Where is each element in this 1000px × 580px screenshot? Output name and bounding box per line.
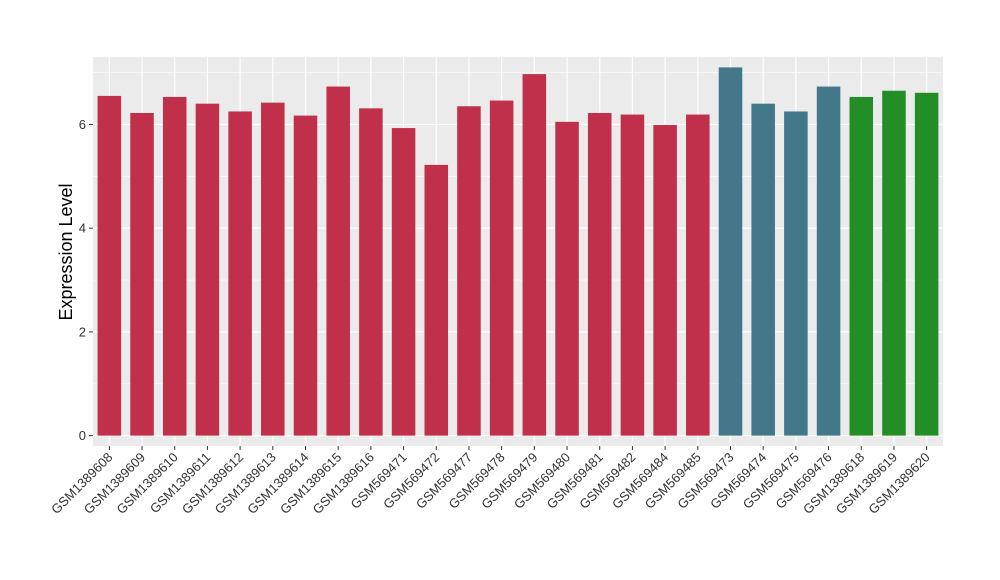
bar-GSM569472 bbox=[424, 164, 449, 436]
bar-GSM1389620 bbox=[914, 92, 939, 436]
bar-GSM1389616 bbox=[359, 108, 383, 436]
bar-GSM569478 bbox=[489, 100, 514, 436]
bar-GSM569479 bbox=[522, 74, 547, 436]
bar-GSM1389615 bbox=[326, 86, 350, 436]
bar-GSM569475 bbox=[784, 111, 808, 436]
bar-GSM1389611 bbox=[195, 103, 220, 436]
bar-GSM1389608 bbox=[97, 95, 122, 436]
bar-GSM569474 bbox=[751, 103, 775, 436]
bar-GSM569484 bbox=[653, 124, 677, 436]
bar-GSM1389610 bbox=[162, 96, 187, 436]
bar-GSM569477 bbox=[457, 106, 481, 436]
y-axis: 0 2 4 6 bbox=[79, 117, 93, 443]
bar-GSM1389614 bbox=[293, 115, 318, 436]
bar-GSM1389612 bbox=[228, 111, 252, 436]
bar-GSM569471 bbox=[391, 128, 416, 436]
y-tick-label: 2 bbox=[79, 324, 86, 339]
bar-GSM569485 bbox=[686, 114, 710, 436]
y-tick-label: 6 bbox=[79, 117, 86, 132]
bar-GSM569473 bbox=[718, 67, 743, 436]
bar-GSM569480 bbox=[555, 121, 579, 436]
bar-GSM1389619 bbox=[882, 90, 906, 436]
bar-GSM569481 bbox=[587, 113, 612, 436]
bar-GSM569482 bbox=[620, 114, 645, 436]
bars bbox=[97, 67, 939, 436]
y-tick-label: 4 bbox=[79, 221, 86, 236]
bar-GSM1389618 bbox=[849, 96, 874, 436]
bar-GSM1389609 bbox=[130, 113, 154, 436]
y-tick-label: 0 bbox=[79, 428, 86, 443]
plot-panel bbox=[93, 57, 943, 446]
bar-GSM569476 bbox=[816, 86, 841, 436]
x-axis: GSM1389608GSM1389609GSM1389610GSM1389611… bbox=[48, 446, 933, 517]
y-axis-title: Expression Level bbox=[56, 183, 76, 320]
bar-GSM1389613 bbox=[261, 102, 285, 436]
